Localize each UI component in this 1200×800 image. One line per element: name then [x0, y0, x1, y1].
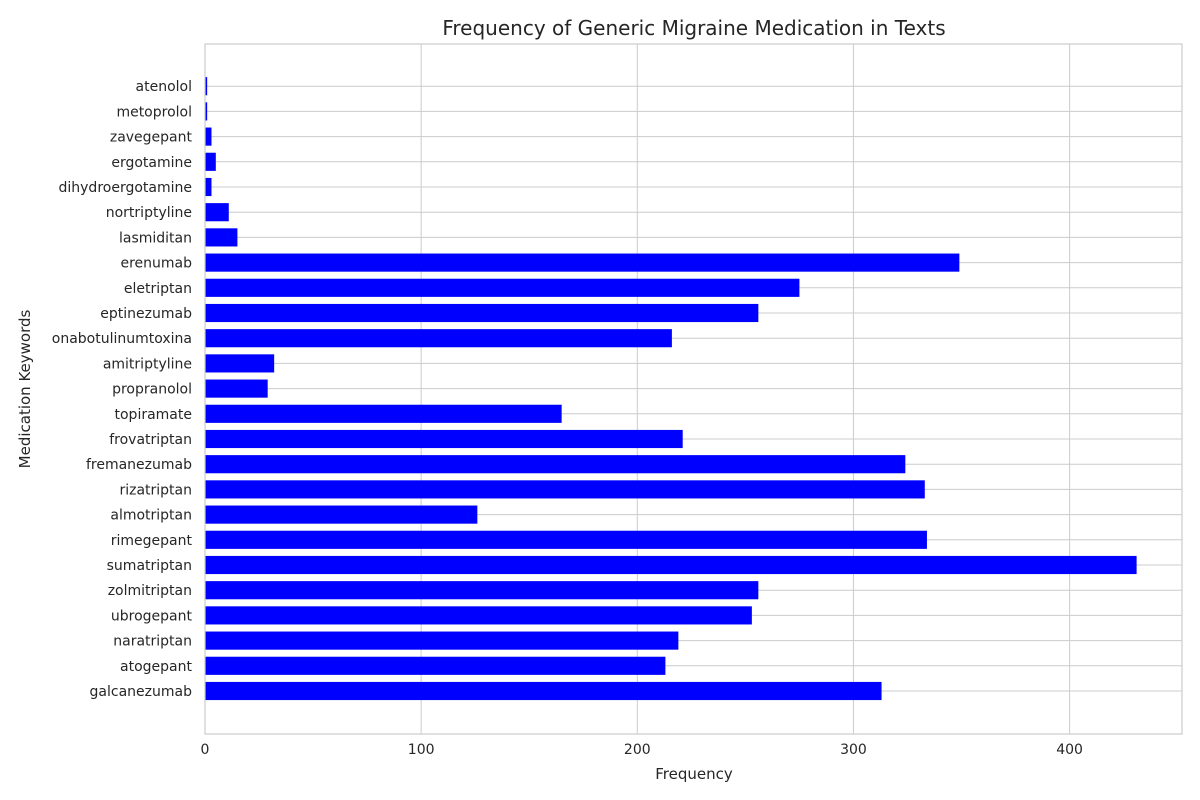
y-tick-label: topiramate	[115, 407, 193, 423]
grid-layer	[204, 44, 1182, 734]
y-tick-label: almotriptan	[110, 508, 192, 524]
bar-rizatriptan	[205, 480, 925, 499]
bar-atogepant	[205, 656, 666, 675]
bars-layer	[205, 77, 1137, 701]
y-tick-label: rimegepant	[111, 533, 193, 549]
bar-dihydroergotamine	[205, 177, 212, 197]
plot-frame	[204, 43, 1183, 735]
bar-onabotulinumtoxina	[205, 329, 672, 348]
y-tick-label: propranolol	[112, 382, 192, 398]
x-axis-label: Frequency	[655, 765, 733, 783]
bar-sumatriptan	[205, 555, 1137, 575]
y-axis-label: Medication Keywords	[16, 309, 34, 468]
x-tick-labels: 0 100 200 300 400	[201, 742, 1083, 758]
bar-propranolol	[205, 379, 268, 398]
bar-galcanezumab	[205, 681, 882, 701]
bar-metoprolol	[205, 102, 208, 121]
y-tick-label: atogepant	[120, 659, 192, 675]
y-tick-label: onabotulinumtoxina	[52, 331, 192, 347]
y-tick-label: nortriptyline	[106, 205, 192, 221]
y-tick-labels: galcanezumab atogepant naratriptan ubrogepa…	[52, 79, 193, 700]
bar-erenumab	[205, 253, 960, 272]
y-tick-label: zolmitriptan	[108, 583, 192, 599]
y-tick-label: sumatriptan	[107, 558, 192, 574]
bar-eletriptan	[205, 278, 800, 297]
bar-zolmitriptan	[205, 581, 759, 600]
y-tick-label: eptinezumab	[100, 306, 192, 322]
bar-rimegepant	[205, 530, 927, 549]
bar-almotriptan	[205, 505, 478, 524]
bar-fremanezumab	[205, 455, 906, 474]
y-tick-label: fremanezumab	[86, 457, 192, 473]
bar-frovatriptan	[205, 429, 683, 449]
x-tick-label: 100	[408, 742, 435, 758]
x-tick-label: 400	[1056, 742, 1083, 758]
bar-zavegepant	[205, 127, 212, 146]
bar-atenolol	[205, 77, 208, 96]
y-tick-label: ubrogepant	[111, 608, 193, 624]
y-tick-label: amitriptyline	[103, 356, 192, 372]
y-tick-label: atenolol	[136, 79, 192, 95]
chart-title: Frequency of Generic Migraine Medication…	[442, 16, 945, 40]
bar-naratriptan	[205, 631, 679, 650]
y-tick-label: zavegepant	[110, 130, 193, 146]
y-tick-label: erenumab	[120, 256, 192, 272]
y-tick-label: ergotamine	[111, 155, 192, 171]
bar-topiramate	[205, 404, 562, 423]
bar-eptinezumab	[205, 303, 759, 323]
y-tick-label: galcanezumab	[90, 684, 193, 700]
bar-lasmiditan	[205, 228, 238, 247]
bar-ubrogepant	[205, 606, 752, 625]
bar-nortriptyline	[205, 203, 229, 222]
y-tick-label: metoprolol	[116, 104, 192, 120]
bar-ergotamine	[205, 152, 216, 171]
y-tick-label: rizatriptan	[119, 482, 192, 498]
x-tick-label: 300	[840, 742, 867, 758]
y-tick-label: frovatriptan	[109, 432, 192, 448]
x-tick-label: 0	[201, 742, 210, 758]
y-tick-label: naratriptan	[113, 634, 192, 650]
y-tick-label: lasmiditan	[119, 230, 192, 246]
x-tick-label: 200	[624, 742, 651, 758]
y-tick-label: dihydroergotamine	[59, 180, 193, 196]
bar-amitriptyline	[205, 354, 275, 373]
y-tick-label: eletriptan	[124, 281, 192, 297]
